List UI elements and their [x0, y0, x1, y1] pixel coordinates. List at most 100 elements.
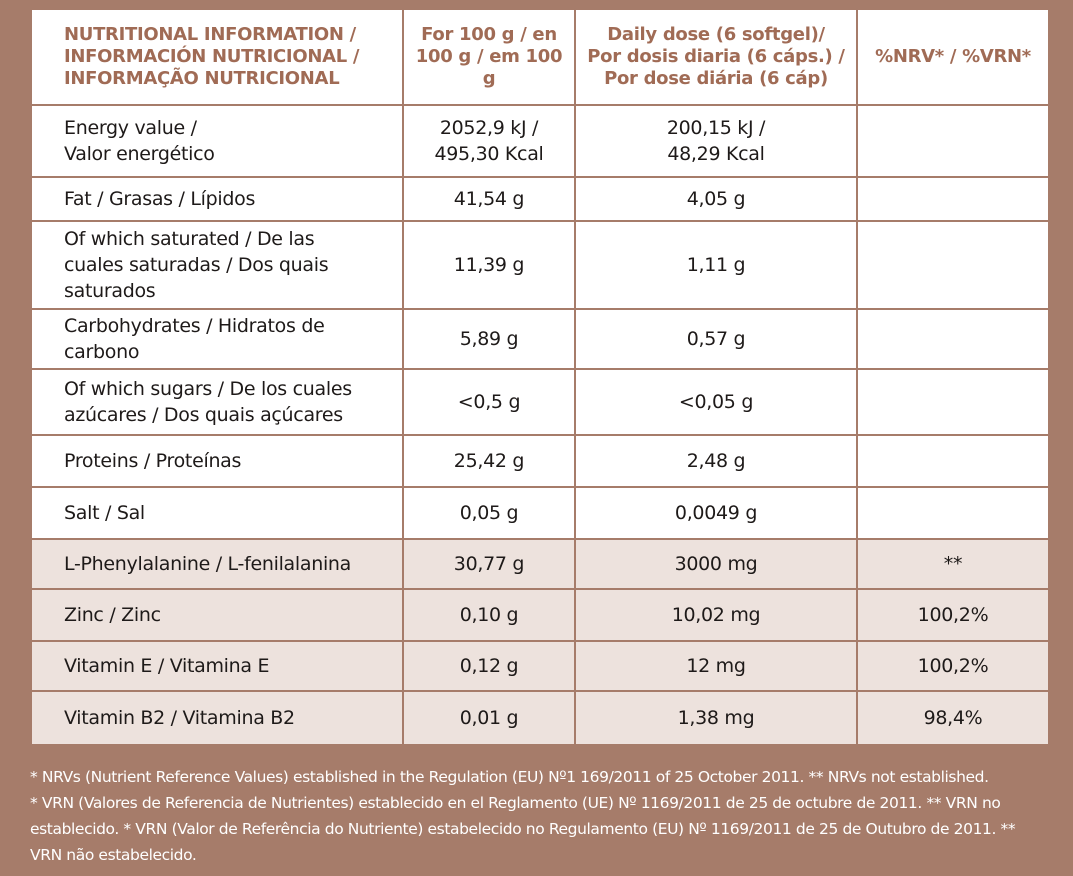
footnote: * NRVs (Nutrient Reference Values) estab…: [30, 764, 1060, 868]
value-daily-dose: 1,38 mg: [574, 690, 858, 746]
table-row: Of which sugars / De los cuales azúcares …: [30, 368, 1050, 436]
nutrient-label-line: Zinc / Zinc: [64, 604, 161, 626]
value-per-100g: 30,77 g: [402, 538, 576, 590]
table-row: Proteins / Proteínas 25,42 g 2,48 g: [30, 434, 1050, 488]
footnote-line: establecido. * VRN (Valor de Referência …: [30, 820, 1016, 838]
value-daily-dose-line: 1,38 mg: [677, 707, 755, 729]
value-daily-dose: 0,57 g: [574, 308, 858, 370]
header-line: INFORMAÇÃO NUTRICIONAL: [64, 68, 340, 89]
value-daily-dose: 4,05 g: [574, 176, 858, 222]
value-nrv: **: [856, 538, 1050, 590]
value-daily-dose: 2,48 g: [574, 434, 858, 488]
value-per-100g: 41,54 g: [402, 176, 576, 222]
value-per-100g-line: 11,39 g: [453, 254, 525, 276]
value-daily-dose-line: 48,29 Kcal: [667, 143, 765, 165]
value-nrv: [856, 368, 1050, 436]
nutrition-table: NUTRITIONAL INFORMATION / INFORMACIÓN NU…: [30, 8, 1050, 746]
header-nutritional-information: NUTRITIONAL INFORMATION / INFORMACIÓN NU…: [30, 8, 404, 106]
value-nrv: [856, 434, 1050, 488]
value-per-100g: 11,39 g: [402, 220, 576, 310]
table-row: L-Phenylalanine / L-fenilalanina 30,77 g 3…: [30, 538, 1050, 590]
header-row: NUTRITIONAL INFORMATION / INFORMACIÓN NU…: [30, 8, 1050, 106]
header-per-100g: For 100 g / en 100 g / em 100 g: [402, 8, 576, 106]
nutrient-label: Salt / Sal: [30, 486, 404, 540]
table-row: Vitamin E / Vitamina E 0,12 g 12 mg 100,2%: [30, 640, 1050, 692]
value-per-100g-line: <0,5 g: [457, 391, 521, 413]
value-per-100g: 0,01 g: [402, 690, 576, 746]
value-per-100g-line: 25,42 g: [453, 450, 525, 472]
nutrient-label: Vitamin E / Vitamina E: [30, 640, 404, 692]
table-row: Fat / Grasas / Lípidos 41,54 g 4,05 g: [30, 176, 1050, 222]
footnote-line: * NRVs (Nutrient Reference Values) estab…: [30, 768, 989, 786]
nutrient-label-line: Energy value /: [64, 117, 197, 139]
header-line: Daily dose (6 softgel)/: [607, 24, 825, 45]
table-row: Energy value / Valor energético 2052,9 kJ …: [30, 104, 1050, 178]
value-daily-dose-line: 2,48 g: [686, 450, 746, 472]
value-nrv: [856, 486, 1050, 540]
value-per-100g: 2052,9 kJ / 495,30 Kcal: [402, 104, 576, 178]
table-row: Zinc / Zinc 0,10 g 10,02 mg 100,2%: [30, 588, 1050, 642]
value-per-100g-line: 495,30 Kcal: [434, 143, 544, 165]
nutrient-label-line: Vitamin B2 / Vitamina B2: [64, 707, 295, 729]
nutrient-label: Proteins / Proteínas: [30, 434, 404, 488]
footnote-line: VRN não estabelecido.: [30, 846, 197, 864]
table-row: Carbohydrates / Hidratos de carbono 5,89 g…: [30, 308, 1050, 370]
value-nrv: 98,4%: [856, 690, 1050, 746]
value-daily-dose-line: <0,05 g: [678, 391, 754, 413]
value-daily-dose: 12 mg: [574, 640, 858, 692]
footnote-line: * VRN (Valores de Referencia de Nutrient…: [30, 794, 1001, 812]
nutrient-label: Fat / Grasas / Lípidos: [30, 176, 404, 222]
table-row: Of which saturated / De las cuales satura…: [30, 220, 1050, 310]
nutrient-label-line: L-Phenylalanine / L-fenilalanina: [64, 553, 352, 575]
value-per-100g: <0,5 g: [402, 368, 576, 436]
value-daily-dose-line: 0,0049 g: [674, 502, 758, 524]
header-nrv: %NRV* / %VRN*: [856, 8, 1050, 106]
nutrient-label-line: Of which saturated / De las: [64, 228, 315, 250]
header-line: INFORMACIÓN NUTRICIONAL /: [64, 46, 360, 67]
value-daily-dose-line: 12 mg: [686, 655, 746, 677]
value-daily-dose-line: 200,15 kJ /: [666, 117, 766, 139]
value-per-100g: 5,89 g: [402, 308, 576, 370]
nutrient-label-line: carbono: [64, 341, 140, 363]
value-per-100g-line: 30,77 g: [453, 553, 525, 575]
header-line: NUTRITIONAL INFORMATION /: [64, 24, 356, 45]
value-daily-dose-line: 3000 mg: [674, 553, 758, 575]
value-per-100g-line: 0,01 g: [459, 707, 519, 729]
nutrient-label-line: Valor energético: [64, 143, 215, 165]
value-daily-dose: 1,11 g: [574, 220, 858, 310]
header-line: Por dose diária (6 cáp): [604, 68, 828, 89]
nutrient-label-line: Carbohydrates / Hidratos de: [64, 315, 325, 337]
value-daily-dose: 3000 mg: [574, 538, 858, 590]
nutrient-label: Carbohydrates / Hidratos de carbono: [30, 308, 404, 370]
value-daily-dose: 10,02 mg: [574, 588, 858, 642]
nutrient-label: Zinc / Zinc: [30, 588, 404, 642]
value-nrv: [856, 104, 1050, 178]
nutrient-label-line: azúcares / Dos quais açúcares: [64, 404, 343, 426]
nutrient-label-line: Salt / Sal: [64, 502, 145, 524]
nutrient-label: Of which sugars / De los cuales azúcares …: [30, 368, 404, 436]
header-line: 100 g / em 100 g: [415, 46, 563, 89]
table-row: Salt / Sal 0,05 g 0,0049 g: [30, 486, 1050, 540]
table-body: Energy value / Valor energético 2052,9 kJ …: [30, 104, 1050, 746]
value-per-100g-line: 5,89 g: [459, 328, 519, 350]
header-daily-dose: Daily dose (6 softgel)/ Por dosis diaria…: [574, 8, 858, 106]
header-line: %NRV* / %VRN*: [875, 46, 1031, 67]
value-daily-dose-line: 1,11 g: [686, 254, 746, 276]
nutrient-label: L-Phenylalanine / L-fenilalanina: [30, 538, 404, 590]
value-per-100g: 0,10 g: [402, 588, 576, 642]
value-daily-dose: 0,0049 g: [574, 486, 858, 540]
value-nrv: 100,2%: [856, 588, 1050, 642]
value-per-100g-line: 0,05 g: [459, 502, 519, 524]
nutrient-label-line: Proteins / Proteínas: [64, 450, 242, 472]
nutrient-label: Energy value / Valor energético: [30, 104, 404, 178]
value-per-100g: 25,42 g: [402, 434, 576, 488]
value-nrv: [856, 308, 1050, 370]
value-daily-dose-line: 4,05 g: [686, 188, 746, 210]
nutrient-label: Vitamin B2 / Vitamina B2: [30, 690, 404, 746]
value-daily-dose: <0,05 g: [574, 368, 858, 436]
value-per-100g: 0,12 g: [402, 640, 576, 692]
value-per-100g: 0,05 g: [402, 486, 576, 540]
value-nrv: [856, 220, 1050, 310]
nutrient-label: Of which saturated / De las cuales satura…: [30, 220, 404, 310]
nutrient-label-line: Vitamin E / Vitamina E: [64, 655, 270, 677]
